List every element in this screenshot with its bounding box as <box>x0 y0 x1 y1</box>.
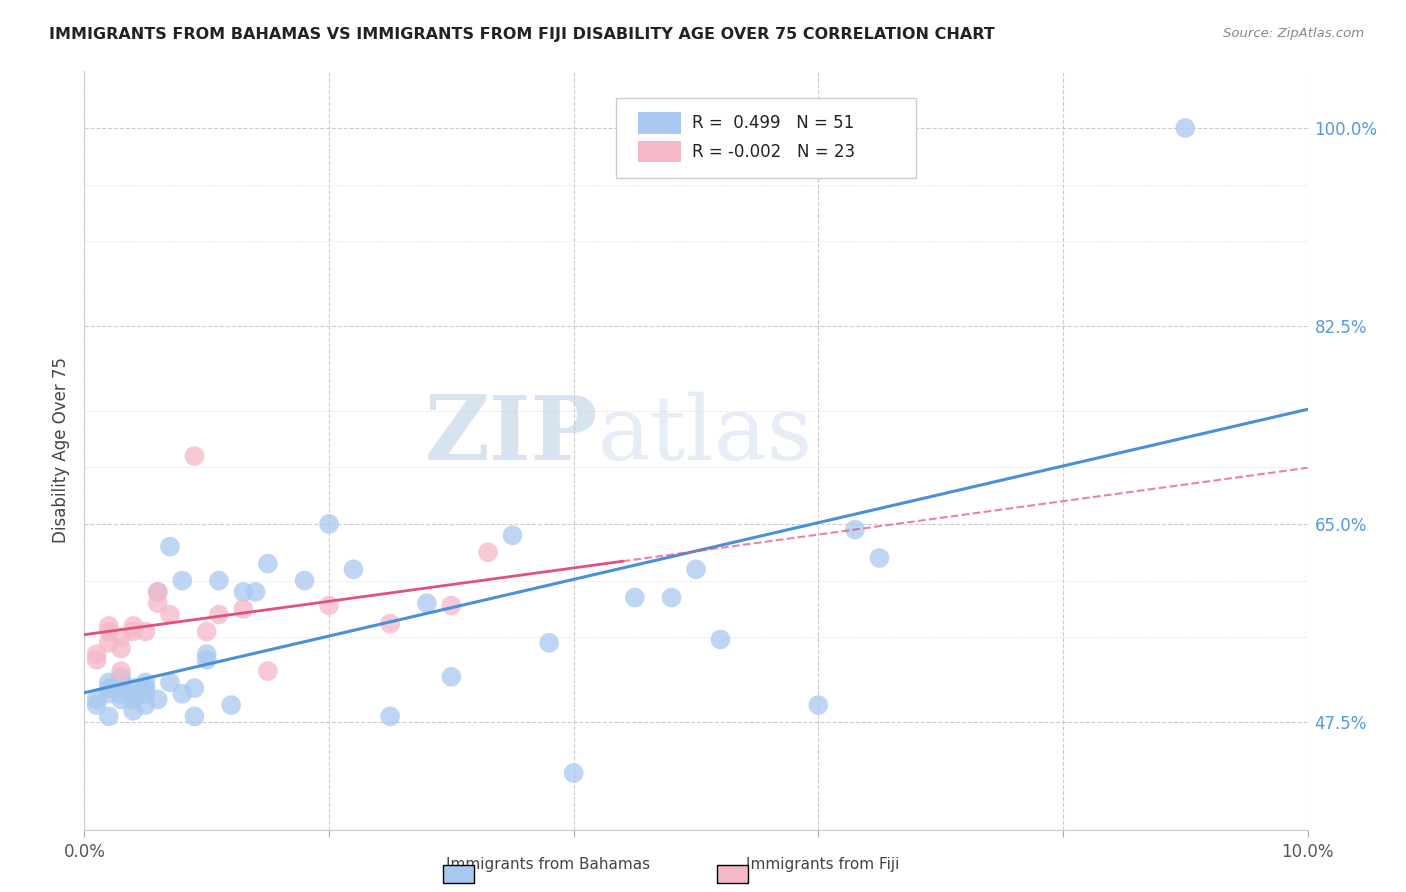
Text: atlas: atlas <box>598 392 813 479</box>
Point <box>342 562 364 576</box>
Point <box>110 641 132 656</box>
Point <box>110 692 132 706</box>
Point <box>440 670 463 684</box>
FancyBboxPatch shape <box>616 98 917 178</box>
Point <box>146 585 169 599</box>
Text: Immigrants from Bahamas: Immigrants from Bahamas <box>446 857 651 872</box>
Point <box>86 692 108 706</box>
Point <box>146 596 169 610</box>
Point <box>135 698 157 712</box>
Point <box>97 619 120 633</box>
Point <box>538 636 561 650</box>
Point <box>86 653 108 667</box>
Point <box>135 687 157 701</box>
Point <box>135 675 157 690</box>
Point <box>135 624 157 639</box>
Point <box>86 698 108 712</box>
Point <box>232 585 254 599</box>
Point <box>159 675 181 690</box>
Text: R = -0.002   N = 23: R = -0.002 N = 23 <box>692 143 855 161</box>
Point <box>661 591 683 605</box>
Point <box>807 698 830 712</box>
Point <box>440 599 463 613</box>
Text: Source: ZipAtlas.com: Source: ZipAtlas.com <box>1223 27 1364 40</box>
Point <box>122 624 145 639</box>
Point <box>502 528 524 542</box>
Point <box>97 687 120 701</box>
Point <box>208 607 231 622</box>
Point <box>232 602 254 616</box>
Point <box>146 692 169 706</box>
Point <box>110 687 132 701</box>
Point <box>380 709 402 723</box>
Point <box>122 692 145 706</box>
Text: R =  0.499   N = 51: R = 0.499 N = 51 <box>692 114 855 132</box>
Point <box>110 675 132 690</box>
Point <box>380 616 402 631</box>
Point <box>122 704 145 718</box>
Point <box>97 675 120 690</box>
Point <box>172 574 194 588</box>
Point <box>110 681 132 695</box>
Point <box>97 709 120 723</box>
Point <box>97 681 120 695</box>
Point <box>318 599 340 613</box>
Point <box>318 516 340 531</box>
Point <box>146 585 169 599</box>
Point <box>122 681 145 695</box>
Point <box>195 653 218 667</box>
Point <box>195 624 218 639</box>
Point <box>97 624 120 639</box>
Point <box>709 632 731 647</box>
Point <box>257 664 280 678</box>
Point <box>97 636 120 650</box>
FancyBboxPatch shape <box>638 141 682 162</box>
Point <box>624 591 647 605</box>
Point <box>294 574 316 588</box>
Point <box>685 562 707 576</box>
Point <box>219 698 242 712</box>
Point <box>195 647 218 661</box>
Point <box>110 670 132 684</box>
Point <box>416 596 439 610</box>
Point <box>183 681 205 695</box>
Point <box>159 607 181 622</box>
FancyBboxPatch shape <box>638 112 682 134</box>
Point <box>172 687 194 701</box>
Text: Immigrants from Fiji: Immigrants from Fiji <box>745 857 900 872</box>
Point <box>562 766 585 780</box>
Text: ZIP: ZIP <box>425 392 598 479</box>
Point <box>110 664 132 678</box>
Point <box>110 630 132 644</box>
Point <box>1174 120 1197 135</box>
Point <box>844 523 866 537</box>
Point <box>245 585 267 599</box>
Point <box>122 619 145 633</box>
Point <box>86 647 108 661</box>
Point <box>135 681 157 695</box>
Text: IMMIGRANTS FROM BAHAMAS VS IMMIGRANTS FROM FIJI DISABILITY AGE OVER 75 CORRELATI: IMMIGRANTS FROM BAHAMAS VS IMMIGRANTS FR… <box>49 27 995 42</box>
Point <box>869 551 891 566</box>
Point <box>183 449 205 463</box>
Point <box>257 557 280 571</box>
Y-axis label: Disability Age Over 75: Disability Age Over 75 <box>52 358 70 543</box>
Point <box>183 709 205 723</box>
Point <box>208 574 231 588</box>
Point <box>122 687 145 701</box>
Point <box>477 545 499 559</box>
Point <box>159 540 181 554</box>
